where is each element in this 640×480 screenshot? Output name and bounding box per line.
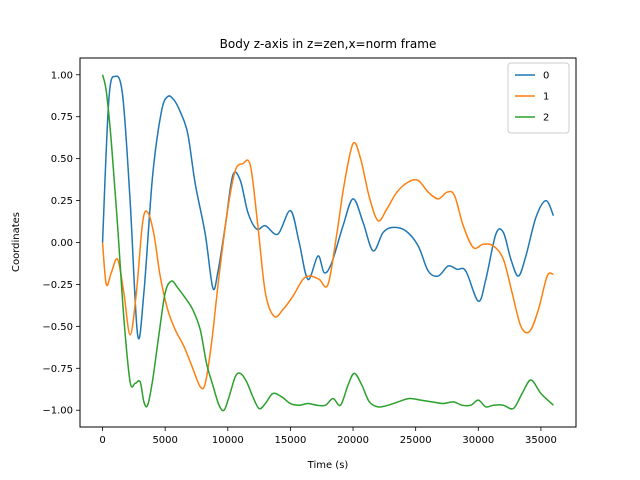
y-tick-label: 0.75 [51, 112, 73, 123]
y-axis: −1.00 −0.75 −0.50 −0.25 0.00 0.25 0.50 0.75 1.00 [42, 70, 80, 417]
y-tick-label: 0.25 [51, 196, 73, 207]
y-tick-label: −1.00 [42, 406, 73, 417]
plot-frame [79, 57, 577, 428]
plot-area [101, 74, 555, 412]
x-axis: 0 5000 10000 15000 20000 25000 30000 35000 [99, 427, 557, 446]
y-tick-label: −0.50 [42, 322, 73, 333]
y-tick-label: −0.25 [42, 280, 73, 291]
legend: 0 1 2 [507, 62, 570, 134]
x-tick-label: 20000 [337, 435, 369, 446]
x-tick-label: 30000 [462, 435, 494, 446]
x-tick-label: 15000 [275, 435, 307, 446]
y-axis-label: Coordinates [11, 212, 22, 272]
x-tick-label: 25000 [400, 435, 432, 446]
y-tick-label: 0.00 [51, 238, 73, 249]
x-tick-label: 35000 [525, 435, 557, 446]
series-line-2 [101, 74, 554, 412]
x-tick-label: 10000 [212, 435, 244, 446]
y-tick-label: −0.75 [42, 364, 73, 375]
legend-box [507, 62, 570, 134]
x-axis-label: Time (s) [307, 460, 349, 471]
chart-title: Body z-axis in z=zen,x=norm frame [220, 37, 437, 51]
x-tick-label: 0 [99, 435, 105, 446]
legend-label-1: 1 [543, 92, 549, 103]
y-tick-label: 0.50 [51, 154, 73, 165]
series-line-0 [101, 75, 555, 340]
legend-label-0: 0 [543, 71, 549, 82]
series-line-1 [101, 141, 554, 390]
x-tick-label: 5000 [152, 435, 177, 446]
legend-label-2: 2 [543, 113, 549, 124]
y-tick-label: 1.00 [51, 70, 73, 81]
